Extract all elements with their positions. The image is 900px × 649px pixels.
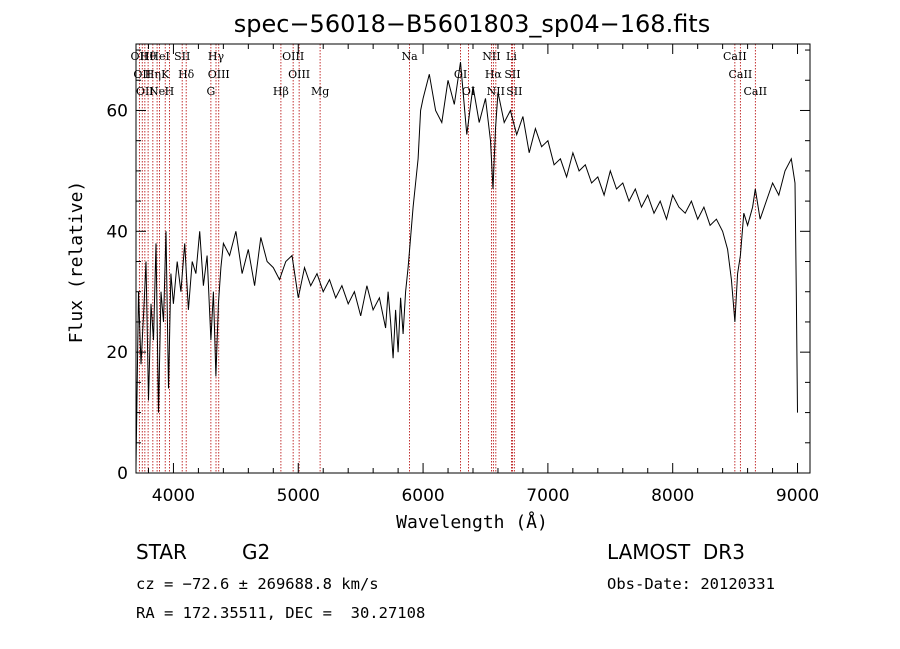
y-tick-label: 40 bbox=[106, 222, 128, 242]
x-tick-label: 6000 bbox=[401, 486, 444, 506]
line-label: Mg bbox=[311, 85, 329, 98]
line-label: NII bbox=[482, 50, 500, 63]
spectrum-series-line bbox=[135, 62, 798, 468]
line-label: Hη bbox=[145, 68, 161, 81]
y-axis-label: Flux (relative) bbox=[66, 181, 87, 344]
obs-date: Obs-Date: 20120331 bbox=[607, 575, 775, 593]
x-axis-label: Wavelength (Å) bbox=[396, 511, 548, 533]
x-tick-label: 4000 bbox=[152, 486, 195, 506]
survey-name: LAMOST DR3 bbox=[607, 540, 745, 564]
y-tick-label: 60 bbox=[106, 101, 128, 121]
y-tick-label: 0 bbox=[117, 464, 128, 484]
x-tick-label: 7000 bbox=[526, 486, 569, 506]
line-label: CaII bbox=[723, 50, 747, 63]
line-label: Hγ bbox=[208, 50, 225, 63]
line-label: OII bbox=[136, 85, 154, 98]
line-label: Li bbox=[506, 50, 517, 63]
line-label: OIII bbox=[288, 68, 310, 81]
line-label: Hθ bbox=[140, 50, 157, 63]
line-label: HeI bbox=[149, 50, 169, 63]
emission-line-markers bbox=[138, 44, 756, 473]
coordinates: RA = 172.35511, DEC = 30.27108 bbox=[136, 604, 426, 622]
subclass: G2 bbox=[242, 540, 271, 564]
line-label: K bbox=[161, 68, 170, 81]
line-label: SII bbox=[504, 68, 520, 81]
emission-line-labels: OIIOIIOIIHθHηNeHeIKHSIIHδGHγOIIIHβOIIIOI… bbox=[131, 50, 768, 98]
line-label: G bbox=[206, 85, 215, 98]
line-label: SII bbox=[506, 85, 522, 98]
line-label: Na bbox=[402, 50, 419, 63]
x-axis-ticks: 4000 5000 6000 7000 8000 9000 bbox=[147, 44, 819, 506]
line-label: OII bbox=[133, 68, 151, 81]
x-tick-label: 8000 bbox=[651, 486, 694, 506]
line-label: H bbox=[165, 85, 175, 98]
line-label: NII bbox=[487, 85, 505, 98]
line-label: Ne bbox=[149, 85, 165, 98]
line-label: Hα bbox=[485, 68, 503, 81]
chart-title: spec−56018−B5601803_sp04−168.fits bbox=[234, 10, 710, 38]
line-label: CaII bbox=[729, 68, 753, 81]
y-axis-ticks: 0 20 40 60 bbox=[106, 49, 810, 484]
line-label: OIII bbox=[282, 50, 304, 63]
line-label: Hβ bbox=[273, 85, 289, 98]
object-class: STAR bbox=[136, 540, 187, 564]
line-label: OIII bbox=[208, 68, 230, 81]
y-tick-label: 20 bbox=[106, 343, 128, 363]
x-tick-label: 5000 bbox=[277, 486, 320, 506]
redshift-text: cz = −72.6 ± 269688.8 km/s bbox=[136, 575, 379, 593]
plot-frame bbox=[135, 43, 811, 474]
line-label: Hδ bbox=[178, 68, 195, 81]
line-label: OII bbox=[131, 50, 149, 63]
line-label: CaII bbox=[743, 85, 767, 98]
x-tick-label: 9000 bbox=[776, 486, 819, 506]
line-label: OI bbox=[454, 68, 467, 81]
line-label: SII bbox=[174, 50, 190, 63]
